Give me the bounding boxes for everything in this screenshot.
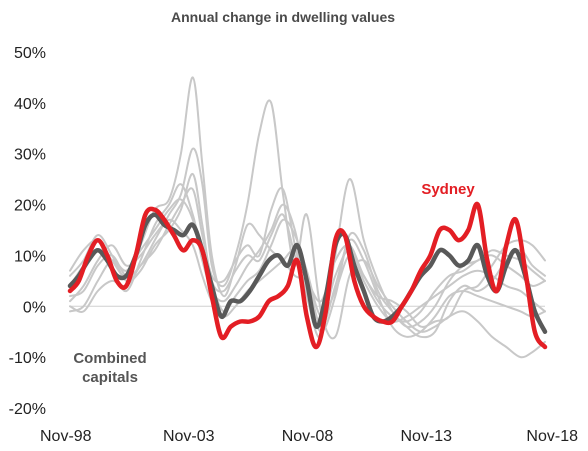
y-tick-label: 50% <box>14 45 46 62</box>
x-tick-label: Nov-08 <box>282 428 334 445</box>
y-tick-label: -10% <box>9 350 46 367</box>
y-tick-label: 0% <box>23 299 46 316</box>
x-tick-label: Nov-98 <box>40 428 92 445</box>
y-tick-label: 20% <box>14 198 46 215</box>
x-axis: Nov-98 Nov-03 Nov-08 Nov-13 Nov-18 <box>40 428 578 445</box>
combined-capitals-line <box>67 212 548 334</box>
x-tick-label: Nov-18 <box>526 428 578 445</box>
sydney-annotation: Sydney <box>421 181 475 198</box>
x-tick-label: Nov-13 <box>400 428 452 445</box>
series-layer <box>67 76 548 359</box>
y-tick-label: 10% <box>14 248 46 265</box>
combined-annotation-line1: Combined <box>73 350 146 367</box>
y-axis: -20% -10% 0% 10% 20% 30% 40% 50% <box>9 45 46 418</box>
other-capital-line-5 <box>69 183 546 323</box>
chart-title: Annual change in dwelling values <box>171 9 395 25</box>
x-tick-label: Nov-03 <box>163 428 215 445</box>
y-tick-label: -20% <box>9 401 46 418</box>
combined-annotation-line2: capitals <box>82 369 138 386</box>
y-tick-label: 40% <box>14 96 46 113</box>
sydney-line <box>67 201 548 350</box>
other-capital-line-7 <box>69 198 546 323</box>
y-tick-label: 30% <box>14 147 46 164</box>
